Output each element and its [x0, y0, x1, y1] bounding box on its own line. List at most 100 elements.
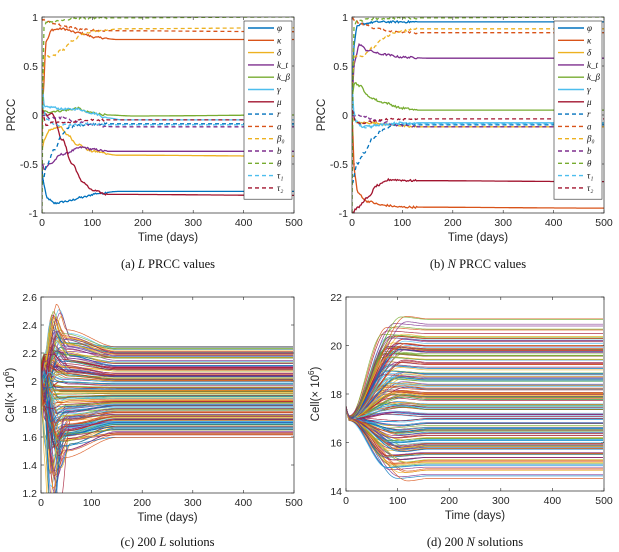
axes-box	[40, 296, 295, 494]
solution-line	[41, 356, 293, 448]
legend-label: μ	[276, 97, 282, 107]
solution-line	[346, 406, 603, 419]
y-axis-label-close: )	[310, 367, 322, 371]
solution-line	[41, 336, 293, 393]
x-tick-label: 100	[389, 495, 407, 507]
solution-line	[346, 406, 603, 421]
solution-line	[346, 391, 603, 420]
legend-label: δ	[277, 48, 282, 58]
solution-line	[346, 397, 603, 419]
solution-line	[41, 303, 293, 393]
solution-line	[346, 406, 603, 442]
y-tick-label: 1	[342, 12, 348, 24]
subfigure-caption: (a) L PRCC values	[121, 257, 215, 271]
caption-variable: L	[137, 257, 145, 271]
solution-line	[346, 391, 603, 418]
solution-line	[346, 364, 603, 420]
solution-line	[346, 406, 603, 450]
legend-label: a	[587, 121, 592, 131]
solution-line	[41, 369, 293, 478]
legend-label: δ	[587, 48, 592, 58]
caption-variable: N	[447, 257, 457, 271]
caption-prefix: (d) 200	[427, 535, 467, 549]
solution-line	[41, 316, 293, 392]
solution-line	[41, 322, 293, 384]
solution-line	[346, 353, 603, 420]
solution-line	[41, 365, 293, 438]
solution-line	[41, 369, 293, 391]
caption-variable: L	[158, 535, 166, 549]
solution-line	[41, 380, 293, 490]
solution-line	[346, 349, 603, 420]
x-axis-label: Time (days)	[445, 510, 505, 522]
solution-line	[41, 346, 293, 407]
y-tick-label: 18	[330, 389, 342, 401]
solution-line	[346, 403, 603, 419]
solution-line	[41, 398, 293, 451]
solution-line	[41, 361, 293, 409]
x-tick-label: 200	[440, 495, 458, 507]
legend-label: θ	[277, 158, 282, 168]
solution-line	[41, 346, 293, 401]
solution-line	[346, 406, 603, 446]
solution-line	[346, 383, 603, 421]
solution-line	[346, 335, 603, 417]
solution-line	[346, 406, 603, 456]
solution-line	[41, 363, 293, 409]
x-tick-label: 200	[134, 217, 152, 229]
solution-line	[346, 377, 603, 420]
solution-line	[41, 369, 293, 384]
legend-box	[553, 20, 603, 200]
solution-line	[41, 401, 293, 493]
solution-line	[346, 406, 603, 473]
solution-line	[346, 348, 603, 419]
x-tick-label: 400	[544, 495, 562, 507]
solution-line	[41, 362, 293, 437]
solution-line	[346, 406, 603, 464]
solution-line	[41, 374, 293, 400]
y-tick-label: 2.6	[22, 292, 37, 304]
solution-line	[41, 353, 293, 380]
caption-suffix: PRCC values	[456, 257, 526, 271]
solution-line	[346, 405, 603, 420]
legend-label: k_β	[587, 72, 600, 82]
solution-line	[41, 359, 293, 376]
y-tick-label: 1.8	[22, 404, 37, 416]
solution-line	[346, 406, 603, 420]
solution-line	[41, 388, 293, 434]
solution-line	[41, 310, 293, 381]
y-tick-label: -0.5	[330, 159, 348, 171]
solution-line	[41, 379, 293, 400]
x-tick-label: 200	[444, 217, 462, 229]
solution-line	[41, 370, 293, 399]
solution-line	[346, 370, 603, 418]
panel-b-prcc-N: 0 100 200 300 400 500 -1 -0.5 0 0.5 1 Time (days) PR…	[316, 12, 613, 271]
caption-variable: N	[465, 535, 475, 549]
solution-line	[41, 314, 293, 402]
legend-label: γ	[587, 85, 591, 95]
x-axis-label: Time (days)	[138, 232, 198, 244]
solution-line	[41, 332, 293, 392]
solution-line	[346, 406, 603, 443]
y-tick-label: 2.2	[22, 348, 37, 360]
solution-line	[41, 353, 293, 398]
solution-line	[346, 323, 603, 417]
x-tick-label: 400	[235, 497, 253, 509]
solution-line	[346, 346, 603, 420]
solution-line	[41, 345, 293, 401]
solution-line	[41, 363, 293, 426]
solution-line	[346, 381, 603, 421]
solution-line	[346, 321, 603, 420]
solution-line	[346, 406, 603, 452]
solution-line	[346, 390, 603, 419]
legend-label: μ	[586, 97, 592, 107]
solution-line	[346, 406, 603, 479]
solution-line	[41, 360, 293, 493]
solution-line	[346, 343, 603, 418]
panel-a-prcc-L: 0 100 200 300 400 500 -1 -0.5 0 0.5 1 Time (days) PR…	[6, 12, 303, 271]
x-tick-label: 100	[83, 497, 101, 509]
x-tick-label: 0	[39, 217, 45, 229]
solution-line	[346, 335, 603, 418]
solution-line	[346, 349, 603, 420]
